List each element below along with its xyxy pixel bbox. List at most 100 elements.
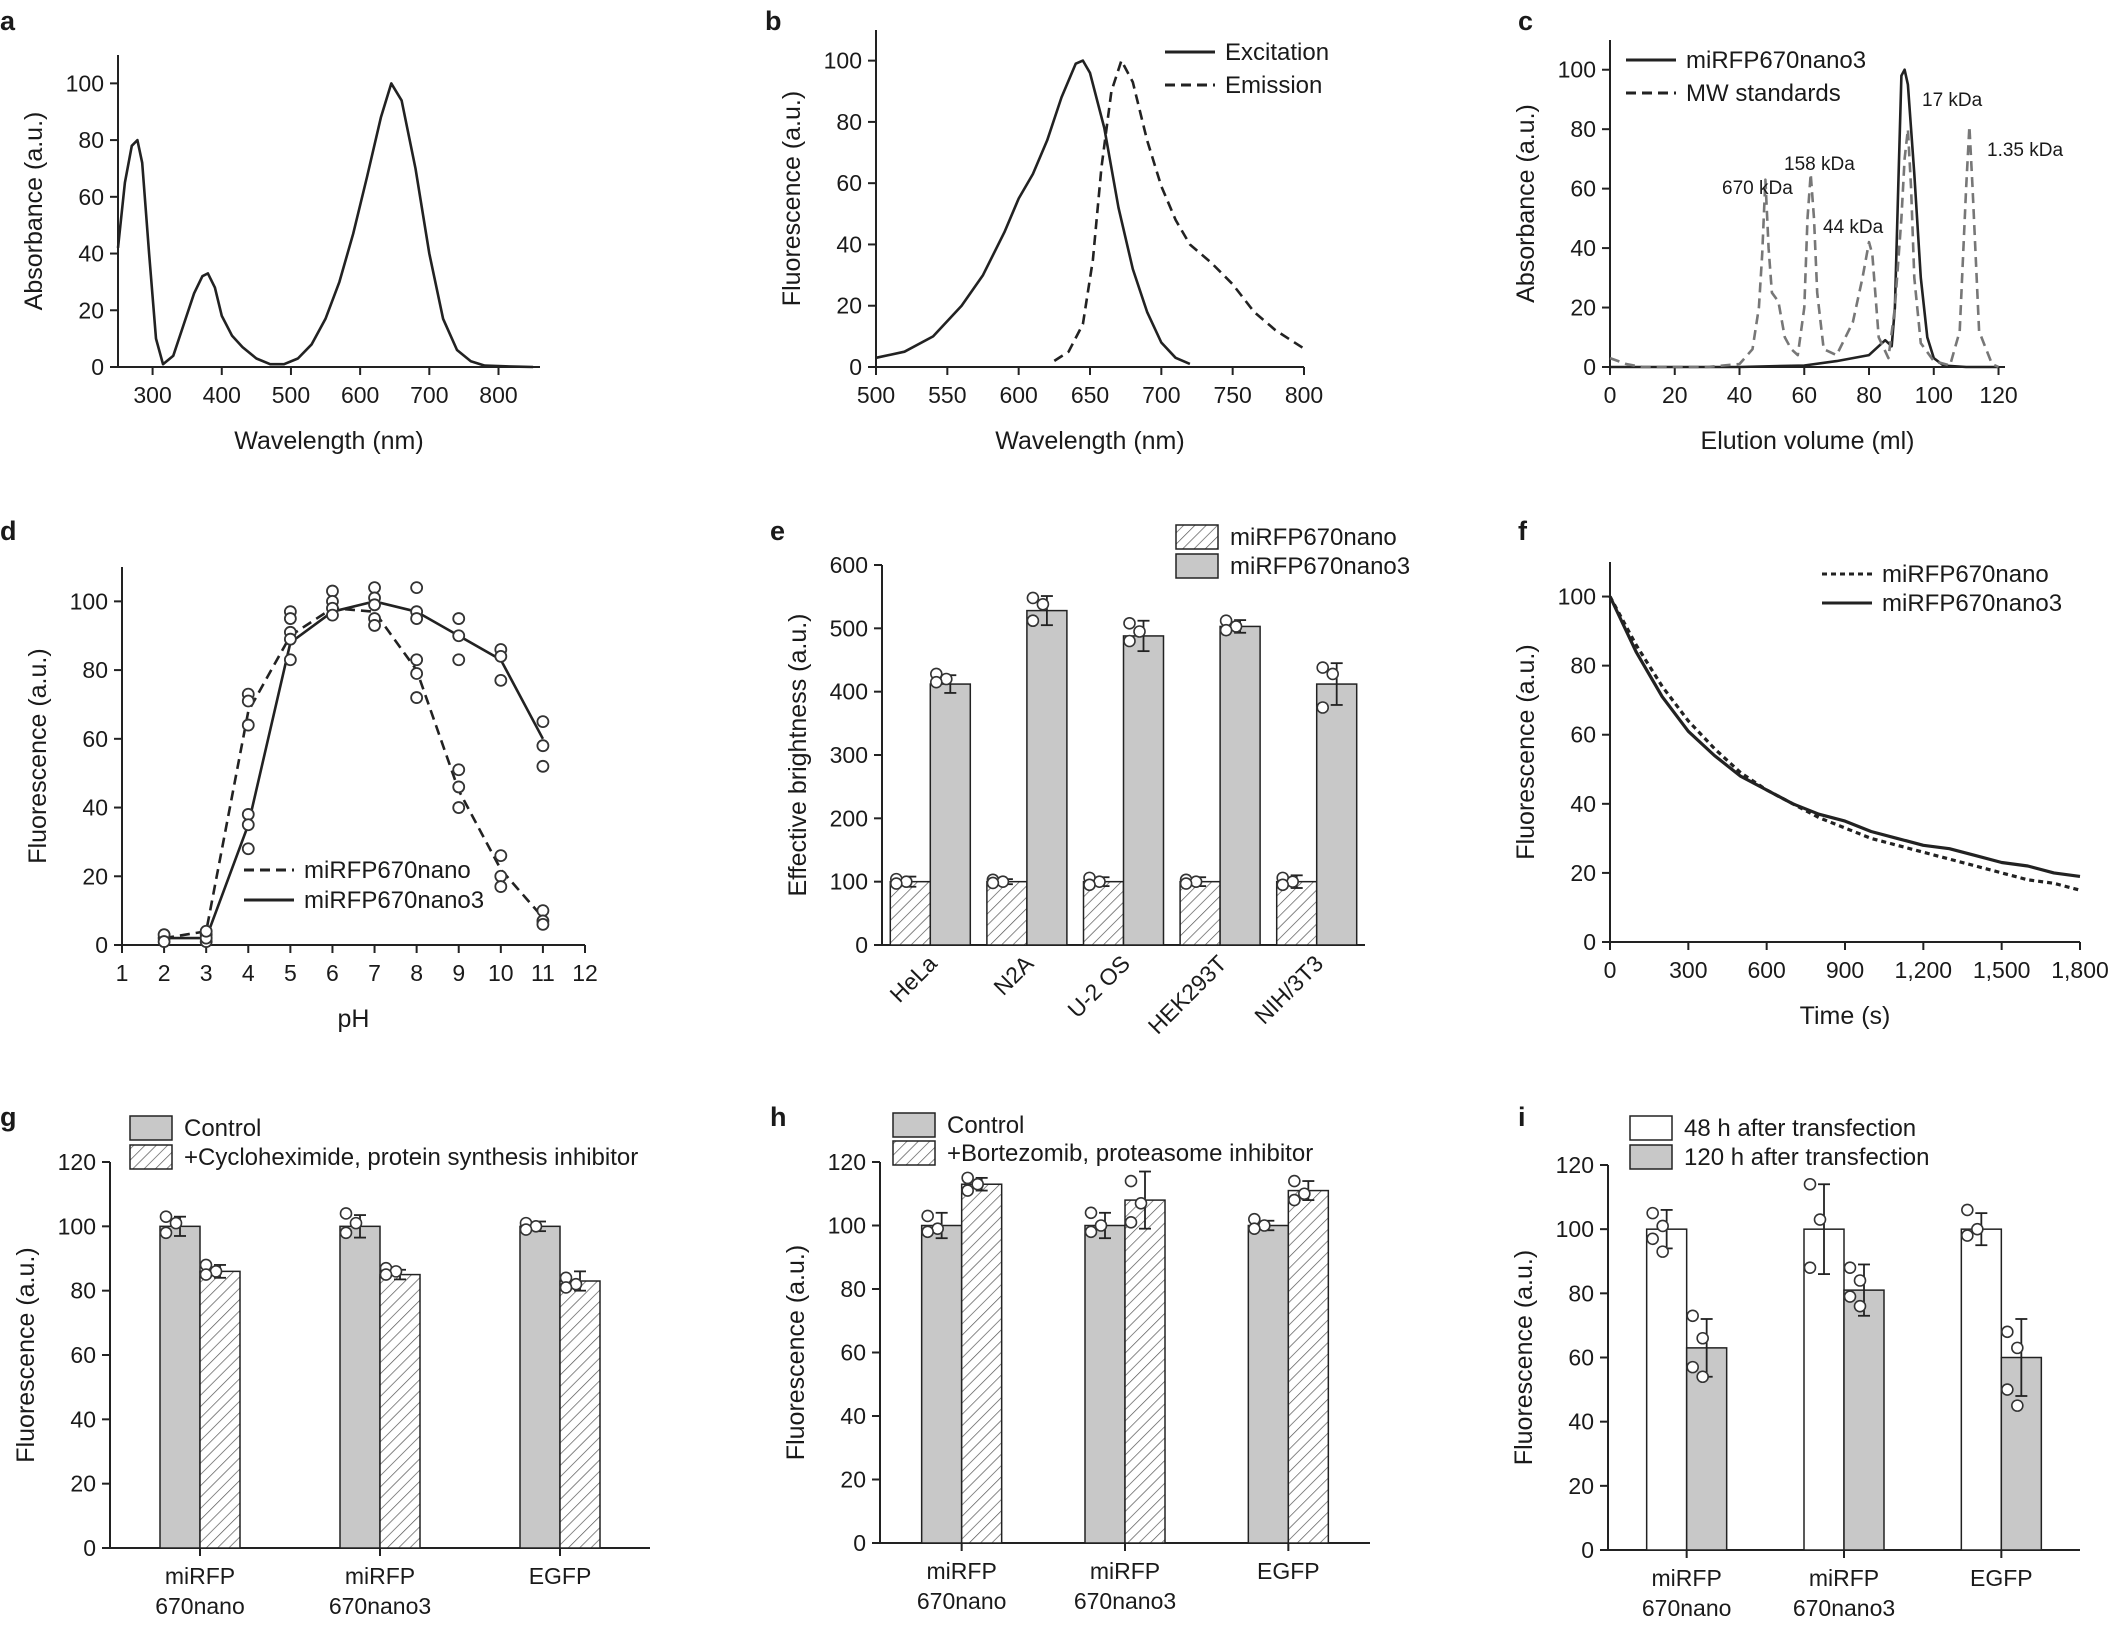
y-tick-label: 100 bbox=[1558, 57, 1596, 83]
category-label: NIH/3T3 bbox=[1249, 950, 1328, 1029]
data-point bbox=[2001, 1325, 2014, 1339]
data-point bbox=[410, 667, 424, 680]
legend-label: Control bbox=[947, 1112, 1024, 1139]
bar bbox=[1275, 880, 1318, 946]
legend-swatch bbox=[892, 1112, 936, 1138]
y-axis-label: Absorbance (a.u.) bbox=[20, 112, 48, 311]
legend-label: Excitation bbox=[1225, 39, 1329, 66]
data-point bbox=[1026, 591, 1040, 605]
data-point bbox=[241, 842, 255, 856]
data-point bbox=[986, 876, 1000, 890]
panel-label: h bbox=[770, 1102, 787, 1132]
data-point bbox=[1124, 1216, 1138, 1229]
y-tick-label: 80 bbox=[1570, 116, 1596, 142]
y-tick-label: 200 bbox=[830, 805, 868, 831]
series-line bbox=[1608, 595, 2081, 878]
series-line bbox=[1609, 124, 2000, 369]
data-point bbox=[929, 675, 943, 689]
x-tick-label: 60 bbox=[1791, 382, 1817, 408]
panel-label: g bbox=[0, 1102, 17, 1132]
data-point bbox=[1084, 1206, 1098, 1220]
x-tick-label: 2 bbox=[158, 960, 171, 986]
series-line bbox=[163, 606, 544, 940]
data-point bbox=[1094, 1219, 1108, 1232]
y-tick-label: 300 bbox=[830, 742, 868, 768]
x-tick-label: 0 bbox=[1604, 382, 1617, 408]
data-point bbox=[452, 801, 466, 814]
y-axis-label: Absorbance (a.u.) bbox=[1512, 104, 1540, 303]
y-tick-label: 40 bbox=[840, 1403, 866, 1429]
y-tick-label: 0 bbox=[849, 354, 862, 380]
data-point bbox=[1083, 878, 1096, 892]
legend-label: +Cycloheximide, protein synthesis inhibi… bbox=[184, 1144, 638, 1171]
panel-label: f bbox=[1518, 516, 1528, 546]
category-label: miRFP bbox=[927, 1558, 997, 1584]
x-tick-label: 4 bbox=[242, 960, 255, 986]
data-point bbox=[1853, 1274, 1867, 1287]
bar bbox=[889, 880, 932, 946]
legend-label: miRFP670nano3 bbox=[1686, 47, 1866, 74]
panel-a: a 0 20 40 60 80 100 300 400 500 600 700 800 Absorbanc… bbox=[0, 6, 540, 455]
x-axis-label: Elution volume (ml) bbox=[1701, 427, 1915, 455]
y-tick-label: 0 bbox=[1581, 1537, 1594, 1563]
data-point bbox=[536, 904, 550, 918]
x-tick-label: 650 bbox=[1071, 382, 1109, 408]
x-tick-label: 300 bbox=[1669, 957, 1707, 983]
data-point bbox=[921, 1225, 934, 1239]
legend-swatch bbox=[1629, 1115, 1673, 1141]
y-tick-label: 60 bbox=[82, 726, 108, 752]
bar bbox=[1219, 625, 1261, 946]
bar bbox=[960, 1183, 1003, 1544]
y-tick-label: 100 bbox=[830, 869, 868, 895]
data-point bbox=[1133, 625, 1146, 638]
data-point bbox=[1276, 878, 1289, 892]
category-label: 670nano3 bbox=[329, 1593, 431, 1619]
category-label: U-2 OS bbox=[1062, 950, 1135, 1023]
data-point bbox=[971, 1177, 984, 1191]
y-tick-label: 60 bbox=[78, 184, 104, 210]
y-tick-label: 100 bbox=[70, 588, 108, 614]
y-tick-label: 80 bbox=[840, 1276, 866, 1302]
x-tick-label: 800 bbox=[1285, 382, 1323, 408]
data-point bbox=[1803, 1261, 1817, 1274]
category-label: HEK293T bbox=[1143, 950, 1232, 1039]
data-point bbox=[1316, 701, 1329, 714]
y-tick-label: 40 bbox=[836, 231, 862, 257]
x-tick-label: 20 bbox=[1662, 382, 1688, 408]
bar bbox=[920, 1224, 963, 1544]
data-point bbox=[452, 653, 466, 667]
panel-f: f 0 20 40 60 80 100 0 300 600 900 1,200 1,500 1,800 Fl… bbox=[1512, 516, 2109, 1030]
series-line bbox=[164, 600, 545, 940]
data-point bbox=[1843, 1290, 1857, 1303]
data-point bbox=[536, 759, 550, 773]
y-tick-label: 100 bbox=[824, 48, 862, 74]
category-label: miRFP bbox=[1809, 1565, 1879, 1591]
x-tick-label: 800 bbox=[479, 382, 517, 408]
y-tick-label: 60 bbox=[70, 1342, 96, 1368]
y-tick-label: 0 bbox=[95, 932, 108, 958]
category-label: EGFP bbox=[1257, 1558, 1320, 1584]
data-point bbox=[1843, 1261, 1857, 1274]
category-label: EGFP bbox=[1970, 1565, 2033, 1591]
data-point bbox=[326, 608, 339, 622]
data-point bbox=[283, 653, 297, 667]
series-line bbox=[875, 59, 1191, 366]
y-tick-label: 100 bbox=[1556, 1216, 1594, 1242]
data-point bbox=[157, 935, 171, 948]
data-point bbox=[410, 653, 424, 667]
data-point bbox=[1326, 667, 1339, 681]
y-tick-label: 0 bbox=[853, 1530, 866, 1556]
category-label: 670nano bbox=[155, 1593, 245, 1619]
bar bbox=[379, 1273, 421, 1549]
data-point bbox=[199, 924, 213, 938]
bar bbox=[559, 1280, 601, 1549]
y-tick-label: 60 bbox=[1570, 176, 1596, 202]
legend-label: 120 h after transfection bbox=[1684, 1144, 1929, 1171]
panel-label: i bbox=[1518, 1102, 1526, 1132]
x-tick-label: 5 bbox=[284, 960, 297, 986]
legend-label: miRFP670nano3 bbox=[304, 887, 484, 914]
x-tick-label: 600 bbox=[341, 382, 379, 408]
y-axis-label: Fluorescence (a.u.) bbox=[1512, 644, 1540, 859]
data-point bbox=[241, 694, 255, 708]
